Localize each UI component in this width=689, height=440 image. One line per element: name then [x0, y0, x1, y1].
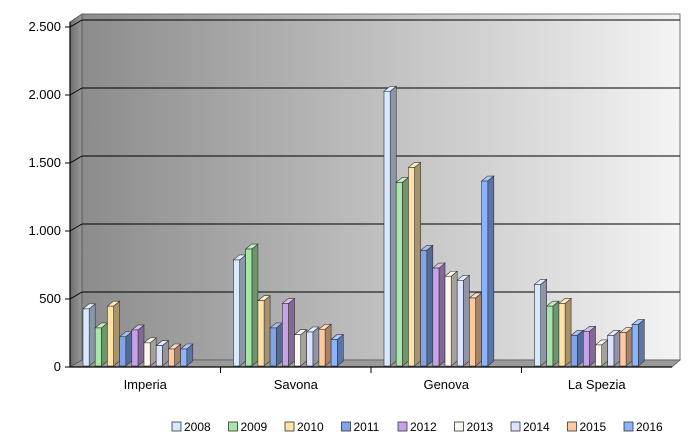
bar-2008-la-spezia: [533, 278, 548, 367]
plot-area: [68, 13, 682, 368]
bar-2009-la-spezia: [545, 300, 560, 367]
bar-2010-imperia: [106, 300, 121, 367]
legend-swatch: [228, 421, 238, 432]
bar-2014-la-spezia: [606, 329, 621, 367]
bar-2012-genova: [431, 262, 446, 367]
bar-2011-imperia: [118, 331, 133, 367]
bar-2012-savona: [281, 297, 296, 367]
legend-swatch: [454, 421, 464, 432]
legend-label: 2015: [580, 420, 607, 434]
x-category-label: Genova: [423, 377, 469, 392]
legend-label: 2011: [354, 420, 380, 434]
legend-item-2010: 2010: [284, 420, 324, 434]
bar-2010-la-spezia: [558, 297, 572, 367]
bar-2009-imperia: [94, 322, 109, 367]
legend-label: 2013: [467, 420, 494, 434]
legend-label: 2016: [636, 420, 663, 434]
bar-2015-la-spezia: [619, 327, 633, 367]
legend-item-2009: 2009: [228, 420, 268, 434]
y-tick-label: 2.000: [28, 87, 61, 102]
bar-2013-savona: [293, 329, 308, 367]
gridlines: [69, 19, 680, 300]
legend-label: 2012: [410, 420, 437, 434]
bar-2011-la-spezia: [570, 329, 585, 367]
legend-swatch: [623, 421, 634, 432]
bar-2013-genova: [444, 270, 459, 367]
legend-item-2012: 2012: [397, 420, 437, 434]
gridline-side: [69, 87, 83, 96]
bar-2011-savona: [269, 322, 284, 367]
legend-item-2008: 2008: [171, 420, 211, 434]
bar-2016-la-spezia: [631, 318, 646, 367]
legend-swatch: [341, 421, 351, 432]
bar-2012-imperia: [130, 324, 145, 367]
bar-2015-genova: [468, 292, 483, 367]
gridline-side: [69, 223, 83, 232]
legend-item-2011: 2011: [341, 420, 380, 434]
bar-2015-savona: [318, 323, 332, 367]
legend-item-2015: 2015: [567, 420, 607, 434]
bar-2010-savona: [257, 295, 271, 367]
y-tick-label: 2.500: [28, 19, 61, 34]
bars: [82, 85, 646, 367]
y-axis-ticks: 0 500 1.000 1.500 2.000 2.500: [28, 19, 70, 374]
bar-2015-imperia: [167, 343, 182, 367]
x-category-label: Savona: [274, 377, 319, 392]
legend-label: 2014: [523, 420, 550, 434]
bar-2009-savona: [244, 243, 259, 367]
gridline-side: [69, 19, 83, 28]
bar-2008-genova: [383, 85, 398, 367]
bar-2014-imperia: [155, 339, 170, 367]
back-wall: [81, 13, 681, 361]
legend-label: 2010: [297, 420, 324, 434]
bar-2010-genova: [407, 161, 422, 367]
bar-2008-savona: [232, 254, 247, 367]
y-tick-label: 1.000: [28, 223, 61, 238]
legend: 2008 2009 2010 2011 2012 2013 2014 2015 2016: [171, 420, 663, 434]
legend-swatch: [567, 421, 577, 432]
gridline-side: [69, 291, 83, 300]
bar-2008-imperia: [82, 303, 97, 367]
y-tick-label: 500: [39, 291, 61, 306]
bar-2016-savona: [330, 333, 345, 367]
bar-2012-la-spezia: [582, 325, 597, 367]
legend-swatch: [284, 421, 295, 432]
legend-label: 2008: [184, 420, 211, 434]
bar-2011-genova: [419, 244, 434, 367]
y-tick-label: 0: [54, 359, 61, 374]
legend-item-2014: 2014: [510, 420, 550, 434]
legend-label: 2009: [241, 420, 268, 434]
bar-2016-genova: [480, 175, 495, 367]
x-category-label: Imperia: [124, 377, 168, 392]
legend-swatch: [171, 421, 182, 432]
legend-swatch: [397, 421, 408, 432]
bar-2016-imperia: [179, 343, 194, 367]
bar-2014-genova: [456, 274, 471, 367]
bar-2014-savona: [305, 326, 320, 367]
legend-item-2016: 2016: [623, 420, 663, 434]
bar-2009-genova: [395, 176, 410, 367]
legend-swatch: [510, 421, 521, 432]
legend-item-2013: 2013: [454, 420, 494, 434]
bar-2013-la-spezia: [594, 339, 609, 367]
x-axis-categories: Imperia Savona Genova La Spezia: [124, 367, 627, 392]
gridline-side: [69, 155, 83, 164]
side-wall: [69, 13, 83, 368]
y-tick-label: 1.500: [28, 155, 61, 170]
x-category-label: La Spezia: [568, 377, 627, 392]
bar-2013-imperia: [143, 337, 158, 367]
